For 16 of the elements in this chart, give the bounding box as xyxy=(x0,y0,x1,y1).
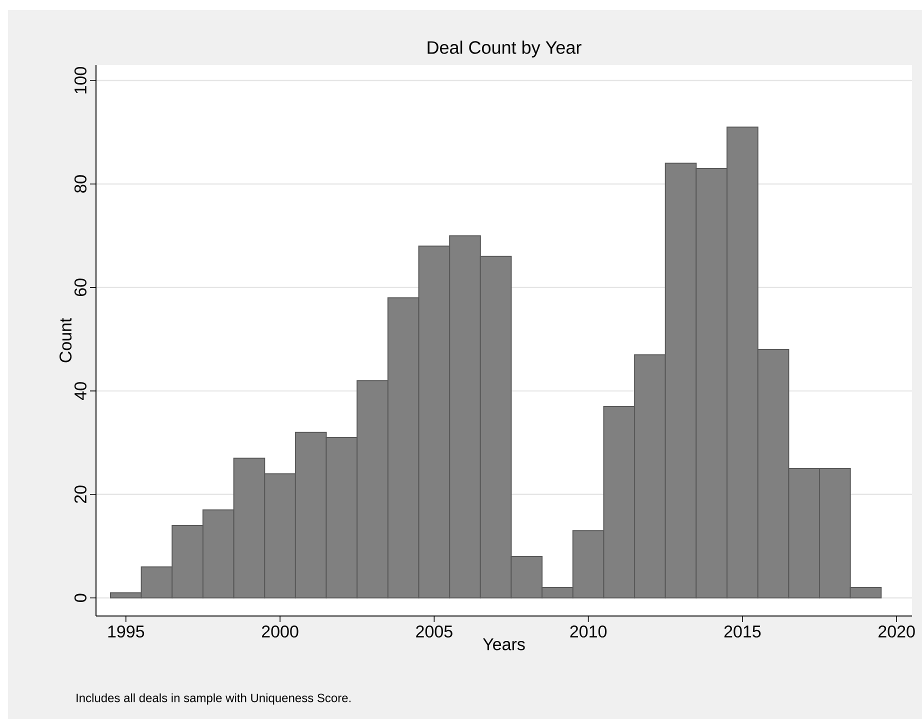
y-tick-label: 0 xyxy=(74,594,86,602)
y-tick-label: 40 xyxy=(74,382,86,400)
x-tick-label: 2010 xyxy=(570,626,607,638)
x-tick-label: 1995 xyxy=(108,626,144,638)
x-tick-label: 2015 xyxy=(724,626,761,638)
chart-title: Deal Count by Year xyxy=(428,40,582,58)
x-axis-title: Years xyxy=(482,638,525,650)
x-tick-label: 2005 xyxy=(416,626,452,638)
x-tick-label: 2000 xyxy=(262,626,298,638)
y-axis-title: Count xyxy=(60,318,72,362)
y-tick-label: 20 xyxy=(74,486,86,503)
y-tick-label: 60 xyxy=(74,278,86,296)
text: Includes all deals in sample with Uniqueness Score. xyxy=(76,693,351,705)
x-tick-label: 2020 xyxy=(878,626,915,638)
y-tick-label: 100 xyxy=(74,66,86,94)
y-tick-label: 80 xyxy=(74,175,86,193)
